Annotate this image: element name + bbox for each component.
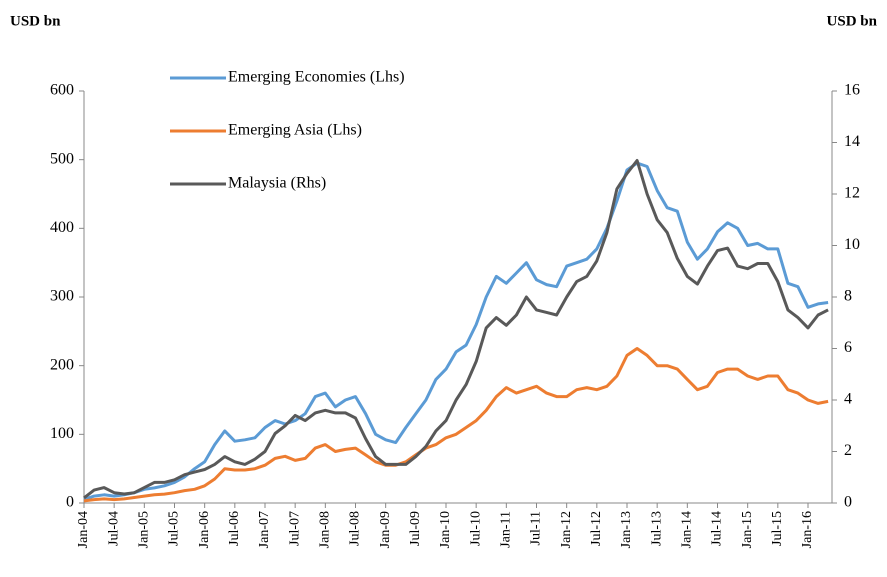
y2-tick-label: 16	[844, 82, 860, 99]
x-tick-label: Jul-12	[589, 511, 604, 546]
y-tick-label: 400	[50, 219, 74, 236]
y-tick-label: 500	[50, 150, 74, 167]
y2-tick-label: 10	[844, 236, 860, 253]
y2-tick-label: 4	[844, 391, 852, 408]
x-tick-label: Jul-09	[408, 511, 423, 546]
x-tick-label: Jan-16	[800, 511, 815, 548]
y2-axis-label: USD bn	[827, 13, 878, 29]
series-line	[83, 161, 829, 502]
x-tick-label: Jan-14	[680, 511, 695, 548]
series-line	[83, 159, 829, 500]
y-tick-label: 0	[66, 494, 74, 511]
x-tick-label: Jul-04	[106, 511, 121, 546]
x-tick-label: Jan-04	[76, 511, 91, 548]
series-line	[83, 347, 829, 503]
y2-tick-label: 12	[844, 185, 860, 202]
y-axis-label: USD bn	[10, 13, 61, 29]
x-tick-label: Jan-06	[197, 511, 212, 548]
x-tick-label: Jan-09	[378, 511, 393, 548]
x-tick-label: Jan-15	[740, 511, 755, 548]
y2-tick-label: 6	[844, 339, 852, 356]
x-tick-label: Jul-11	[529, 511, 544, 545]
x-tick-label: Jan-13	[619, 511, 634, 548]
y-tick-label: 300	[50, 288, 74, 305]
x-tick-label: Jan-07	[257, 511, 272, 548]
y-tick-label: 600	[50, 82, 74, 99]
y2-tick-label: 0	[844, 494, 852, 511]
legend-label: Emerging Economies (Lhs)	[228, 69, 405, 86]
x-tick-label: Jan-05	[137, 511, 152, 548]
x-tick-label: Jul-05	[167, 511, 182, 546]
x-tick-label: Jul-14	[710, 511, 725, 546]
x-tick-label: Jan-08	[318, 511, 333, 548]
x-tick-label: Jul-07	[287, 511, 302, 546]
x-tick-label: Jul-13	[649, 511, 664, 546]
x-tick-label: Jan-10	[438, 511, 453, 548]
y2-tick-label: 2	[844, 442, 852, 459]
x-tick-label: Jul-10	[468, 511, 483, 546]
x-tick-label: Jan-11	[499, 511, 514, 548]
y2-tick-label: 14	[844, 133, 860, 150]
x-tick-label: Jan-12	[559, 511, 574, 548]
x-tick-label: Jul-15	[770, 511, 785, 546]
y-tick-label: 200	[50, 356, 74, 373]
legend-label: Emerging Asia (Lhs)	[228, 122, 362, 139]
y-tick-label: 100	[50, 425, 74, 442]
y2-tick-label: 8	[844, 288, 852, 305]
x-tick-label: Jul-08	[348, 511, 363, 546]
legend-label: Malaysia (Rhs)	[228, 175, 326, 192]
x-tick-label: Jul-06	[227, 511, 242, 546]
